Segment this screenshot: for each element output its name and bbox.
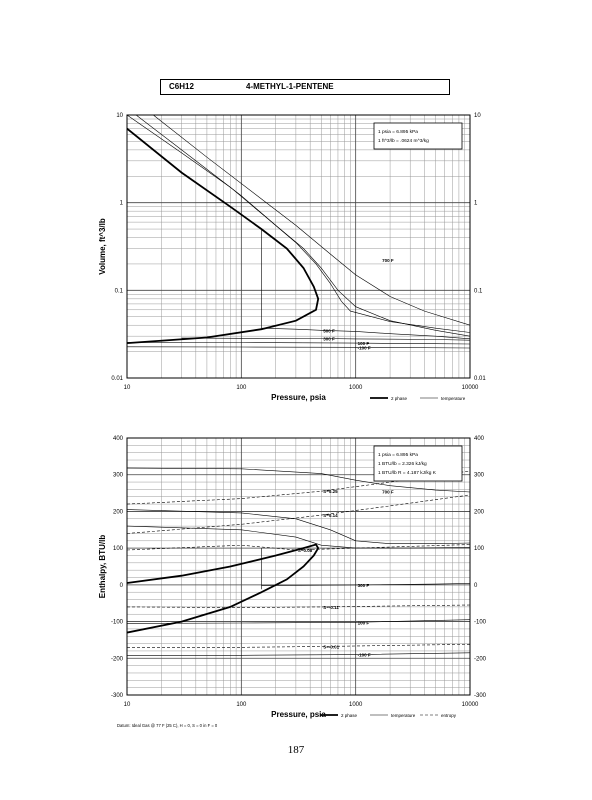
chart1-legend-label: 2 phase: [391, 396, 408, 401]
chart2-series-temperature-1: [126, 467, 471, 493]
chart1-conversion-box: [373, 122, 463, 150]
chart1-x-tick-label: 10000: [462, 385, 479, 391]
chart2-y-tick-label-right: 100: [474, 546, 485, 552]
chart2-series-label: S=-0.11: [323, 605, 339, 610]
chart2-series-label: S=-0.01: [323, 645, 339, 650]
chart1-series-temperature-7: [126, 346, 471, 349]
chart2-series-label: 300 F: [358, 583, 370, 588]
chart2-series-temperature-6: [126, 652, 471, 656]
chart1-plot-frame: [126, 114, 471, 379]
chart1-conversion-text: 1 psia = 6.895 kPa: [378, 129, 418, 135]
chart1-series-label: -100 F: [358, 345, 371, 350]
chart2-legend-label: 2 phase: [341, 713, 358, 718]
chart2-x-tick-label: 10000: [462, 702, 479, 708]
chart2-y-tick-label: 300: [113, 473, 124, 479]
chart2-y-tick-label-right: -200: [474, 656, 487, 662]
chart1-series-label: 700 F: [382, 258, 394, 263]
chemical-formula: C6H12: [169, 82, 194, 91]
chart1-series-temperature-3: [153, 114, 471, 326]
chart2-conversion-text: 1 BTU/lb R = 4.187 kJ/kg K: [378, 470, 437, 476]
chart2-y-tick-label-right: -300: [474, 693, 487, 699]
chart1-y-tick-label-right: 1: [474, 201, 478, 207]
chart2-series-label: S=0.14: [323, 513, 338, 518]
chart2-series-entropy-12: [127, 644, 471, 648]
chart1-conversion-text: 1 ft^3/lb = .0624 m^3/kg: [378, 138, 429, 144]
chart1-y-tick-label: 0.01: [111, 376, 123, 382]
chart-title-box: C6H12 4-METHYL-1-PENTENE: [160, 79, 450, 95]
chart2-series-label: S=0.25: [323, 489, 338, 494]
chart1-series-label: 500 F: [323, 328, 335, 333]
chart2-series-label: 700 F: [382, 490, 394, 495]
chart2-series-entropy-9: [126, 494, 471, 534]
chart2-y-tick-label: 100: [113, 546, 124, 552]
chart2-series-2-phase-0: [126, 543, 320, 634]
chart1-series-temperature-4: [261, 327, 471, 340]
chart2-y-tick-label: 400: [113, 436, 124, 442]
chart2-series-temperature-5: [126, 619, 471, 624]
chart2-series-label: S=0.08: [298, 548, 313, 553]
chart2-legend-label: temperature: [391, 713, 416, 718]
chart2-y-tick-label-right: -100: [474, 620, 487, 626]
chart2-x-tick-label: 1000: [349, 702, 363, 708]
chart2-series-label: 100 F: [358, 620, 370, 625]
chart1-x-axis-label: Pressure, psia: [271, 393, 326, 402]
chart2-series-entropy-11: [126, 604, 471, 608]
chart1-legend-label: temperature: [441, 396, 466, 401]
chart2-x-axis-label: Pressure, psia: [271, 710, 326, 719]
chart2-y-tick-label-right: 0: [474, 583, 478, 589]
chart2-plot-frame: [126, 437, 471, 696]
compound-name: 4-METHYL-1-PENTENE: [246, 82, 334, 91]
chart2-series-temperature-3: [126, 525, 471, 549]
chart2-series-temperature-4: [261, 583, 471, 586]
chart1-x-tick-label: 100: [236, 385, 247, 391]
chart1-series-label: 300 F: [323, 337, 335, 342]
chart2-y-tick-label: -100: [111, 620, 124, 626]
chart1-y-tick-label-right: 0.1: [474, 288, 483, 294]
chart2-y-tick-label-right: 300: [474, 473, 485, 479]
chart1-y-tick-label: 1: [120, 201, 124, 207]
chart2-series-temperature-2: [126, 509, 471, 544]
chart2-conversion-text: 1 BTU/lb = 2.326 kJ/kg: [378, 461, 427, 467]
chart1-x-tick-label: 1000: [349, 385, 363, 391]
chart1-series-2-phase-0: [126, 127, 320, 344]
chart2-y-tick-label: -200: [111, 656, 124, 662]
chart1-y-tick-label-right: 0.01: [474, 376, 486, 382]
chart2-y-axis-label: Enthalpy, BTU/lb: [98, 535, 107, 599]
chart2-legend-label: entropy: [441, 713, 457, 718]
chart1-series-temperature-2: [126, 114, 471, 333]
chart2-conversion-box: [373, 445, 463, 482]
chart1-y-tick-label: 10: [116, 113, 123, 119]
chart2-footnote: Datum: Ideal Gas @ 77 F (25 C), H = 0, S…: [117, 723, 218, 728]
chart2-y-tick-label-right: 200: [474, 509, 485, 515]
chart1-series-temperature-5: [181, 337, 471, 341]
chart2-y-tick-label: 0: [120, 583, 124, 589]
chart2-series-label: -100 F: [358, 653, 371, 658]
chart2-y-tick-label: -300: [111, 693, 124, 699]
chart1-y-tick-label-right: 10: [474, 113, 481, 119]
chart1-x-tick-label: 10: [124, 385, 131, 391]
chart2-y-tick-label-right: 400: [474, 436, 485, 442]
chart2-y-tick-label: 200: [113, 509, 124, 515]
chart1-series-temperature-6: [126, 342, 471, 345]
chart2-x-tick-label: 100: [236, 702, 247, 708]
chart2-series-entropy-10: [126, 544, 471, 551]
chart2-conversion-text: 1 psia = 6.895 kPa: [378, 452, 418, 458]
chart1-series-label: 100 F: [358, 341, 370, 346]
page-number: 187: [287, 744, 305, 756]
chart1-y-axis-label: Volume, ft^3/lb: [98, 218, 107, 275]
chart2-x-tick-label: 10: [124, 702, 131, 708]
chart1-y-tick-label: 0.1: [115, 288, 124, 294]
